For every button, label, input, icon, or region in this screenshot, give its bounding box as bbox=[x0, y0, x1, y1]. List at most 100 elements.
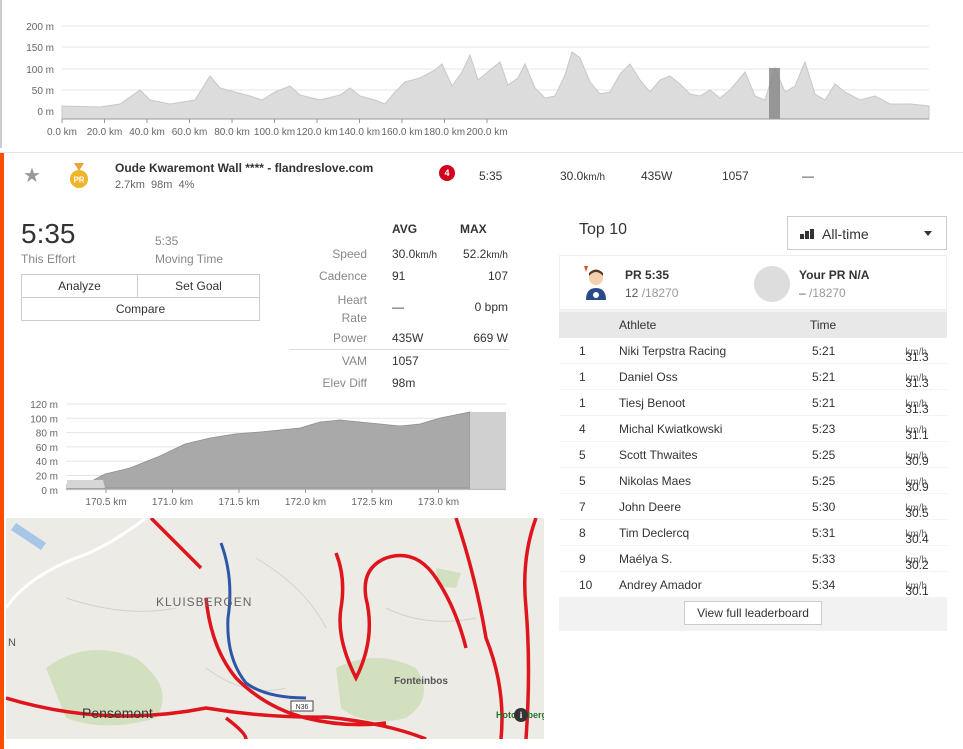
leaderboard-rows: 1 Niki Terpstra Racing 5:21 31.3 km/h 1 Daniel… bbox=[559, 338, 947, 598]
segment-summary: 2.7km 98m 4% bbox=[115, 179, 194, 191]
pr-medal-icon: PR bbox=[70, 163, 88, 188]
row-time: 5:30 bbox=[812, 500, 836, 514]
bar-chart-icon bbox=[800, 229, 814, 239]
leaderboard-row[interactable]: 9 Maélya S. 5:33 30.2 km/h bbox=[559, 546, 947, 572]
row-speed: 30.4 km/h bbox=[905, 529, 929, 546]
leaderboard-row[interactable]: 7 John Deere 5:30 30.5 km/h bbox=[559, 494, 947, 520]
segment-elevation-chart[interactable]: 120 m 100 m 80 m 60 m 40 m 20 m 0 m 170.5 km 17… bbox=[20, 396, 520, 512]
chevron-down-icon bbox=[924, 231, 932, 236]
speed-avg: 30.0km/h bbox=[392, 247, 438, 261]
segment-time: 5:35 bbox=[479, 169, 503, 183]
row-rank: 1 bbox=[579, 370, 586, 384]
athlete-name-link[interactable]: Daniel Oss bbox=[619, 370, 678, 384]
y-tick-label: 200 m bbox=[26, 22, 54, 33]
effort-actions: Analyze Set Goal Compare bbox=[21, 274, 260, 321]
row-speed: 30.5 km/h bbox=[905, 503, 929, 520]
leaderboard-row[interactable]: 1 Niki Terpstra Racing 5:21 31.3 km/h bbox=[559, 338, 947, 364]
set-goal-button[interactable]: Set Goal bbox=[138, 275, 259, 298]
leaderboard-row[interactable]: 4 Michal Kwiatkowski 5:23 31.1 km/h bbox=[559, 416, 947, 442]
effort-time-label: This Effort bbox=[21, 252, 76, 266]
x-tick-label: 172.5 km bbox=[351, 497, 392, 508]
leaderboard-row[interactable]: 1 Daniel Oss 5:21 31.3 km/h bbox=[559, 364, 947, 390]
leaderboard-row[interactable]: 8 Tim Declercq 5:31 30.4 km/h bbox=[559, 520, 947, 546]
row-time: 5:21 bbox=[812, 396, 836, 410]
segment-elevation-trail bbox=[470, 412, 506, 488]
athlete-name-link[interactable]: Andrey Amador bbox=[619, 578, 702, 592]
compare-button[interactable]: Compare bbox=[22, 298, 259, 320]
info-icon[interactable] bbox=[514, 708, 528, 722]
segment-vam: 1057 bbox=[722, 169, 749, 183]
cadence-max: 107 bbox=[487, 269, 508, 283]
row-rank: 10 bbox=[579, 578, 593, 592]
x-tick-label: 171.5 km bbox=[218, 497, 259, 508]
panel-border bbox=[0, 0, 2, 148]
athlete-name-link[interactable]: Niki Terpstra Racing bbox=[619, 344, 727, 358]
y-tick-label: 120 m bbox=[30, 400, 58, 411]
effort-time: 5:35 bbox=[21, 218, 76, 249]
row-speed: 31.3 km/h bbox=[905, 373, 929, 390]
map-label-fonteinbos: Fonteinbos bbox=[394, 676, 448, 687]
athlete-name-link[interactable]: Scott Thwaites bbox=[619, 448, 698, 462]
heart-rate-max: 0 bpm bbox=[474, 300, 508, 314]
leaderboard-row[interactable]: 10 Andrey Amador 5:34 30.1 km/h bbox=[559, 572, 947, 598]
x-tick-label: 173.0 km bbox=[418, 497, 459, 508]
segment-highlight bbox=[769, 68, 780, 119]
athlete-name-link[interactable]: Maélya S. bbox=[619, 552, 673, 566]
leaderboard-row[interactable]: 5 Scott Thwaites 5:25 30.9 km/h bbox=[559, 442, 947, 468]
view-full-leaderboard-button[interactable]: View full leaderboard bbox=[684, 601, 822, 625]
moving-time: 5:35 bbox=[155, 234, 179, 248]
x-tick-label: 100.0 km bbox=[254, 127, 295, 138]
leaderboard-row[interactable]: 5 Nikolas Maes 5:25 30.9 km/h bbox=[559, 468, 947, 494]
selected-accent-bar bbox=[0, 152, 4, 749]
pr-comparison: PR 5:35 12 /18270 Your PR N/A – /18270 bbox=[559, 255, 947, 310]
x-tick-label: 172.0 km bbox=[285, 497, 326, 508]
x-tick-label: 60.0 km bbox=[172, 127, 208, 138]
elevation-area bbox=[61, 51, 930, 120]
segment-row[interactable]: ★ PR Oude Kwaremont Wall **** - flandres… bbox=[0, 152, 963, 198]
my-pr-rank: 12 /18270 bbox=[625, 286, 679, 300]
row-rank: 1 bbox=[579, 396, 586, 410]
athlete-name-link[interactable]: Michal Kwiatkowski bbox=[619, 422, 723, 436]
row-time: 5:21 bbox=[812, 370, 836, 384]
stats-divider bbox=[289, 349, 509, 350]
leaderboard-title: Top 10 bbox=[579, 221, 628, 238]
athlete-name-link[interactable]: Nikolas Maes bbox=[619, 474, 692, 488]
segment-name-link[interactable]: Oude Kwaremont Wall **** - flandreslove.… bbox=[115, 161, 374, 175]
speed-max: 52.2km/h bbox=[462, 247, 508, 261]
x-tick-label: 200.0 km bbox=[466, 127, 507, 138]
y-tick-label: 80 m bbox=[36, 429, 58, 440]
cadence-avg: 91 bbox=[392, 269, 406, 283]
row-time: 5:25 bbox=[812, 448, 836, 462]
star-icon[interactable]: ★ bbox=[23, 165, 41, 187]
row-time: 5:31 bbox=[812, 526, 836, 540]
road-sign-label: N36 bbox=[296, 704, 309, 711]
power-label: Power bbox=[332, 331, 367, 345]
row-time: 5:25 bbox=[812, 474, 836, 488]
row-time: 5:23 bbox=[812, 422, 836, 436]
leaderboard-panel: PR 5:35 12 /18270 Your PR N/A – /18270 A… bbox=[559, 255, 947, 631]
row-rank: 5 bbox=[579, 448, 586, 462]
row-time: 5:33 bbox=[812, 552, 836, 566]
athlete-name-link[interactable]: Tim Declercq bbox=[619, 526, 690, 540]
segment-speed: 30.0km/h bbox=[560, 169, 606, 183]
avg-header: AVG bbox=[392, 222, 418, 236]
moving-time-label: Moving Time bbox=[155, 252, 224, 266]
row-rank: 5 bbox=[579, 474, 586, 488]
leaderboard-row[interactable]: 1 Tiesj Benoot 5:21 31.3 km/h bbox=[559, 390, 947, 416]
athlete-avatar[interactable] bbox=[582, 266, 610, 300]
athlete-name-link[interactable]: Tiesj Benoot bbox=[619, 396, 686, 410]
y-tick-label: 60 m bbox=[36, 443, 58, 454]
analyze-button[interactable]: Analyze bbox=[22, 275, 138, 298]
leaderboard-filter-dropdown[interactable]: All-time bbox=[787, 216, 947, 250]
y-tick-label: 100 m bbox=[26, 65, 54, 76]
activity-elevation-chart[interactable]: 200 m 150 m 100 m 50 m 0 m 0.0 km 20.0 km 40.0… bbox=[0, 0, 963, 148]
map-forest bbox=[436, 568, 461, 588]
max-header: MAX bbox=[460, 222, 487, 236]
segment-map[interactable]: N36 KLUISBERGEN Pensemont Fonteinbos Hot… bbox=[6, 518, 544, 739]
y-tick-label: 20 m bbox=[36, 472, 58, 483]
road-sign-n36 bbox=[290, 700, 314, 712]
power-max: 669 W bbox=[473, 331, 508, 345]
y-tick-label: 100 m bbox=[30, 414, 58, 425]
athlete-name-link[interactable]: John Deere bbox=[619, 500, 682, 514]
map-route bbox=[6, 518, 538, 739]
